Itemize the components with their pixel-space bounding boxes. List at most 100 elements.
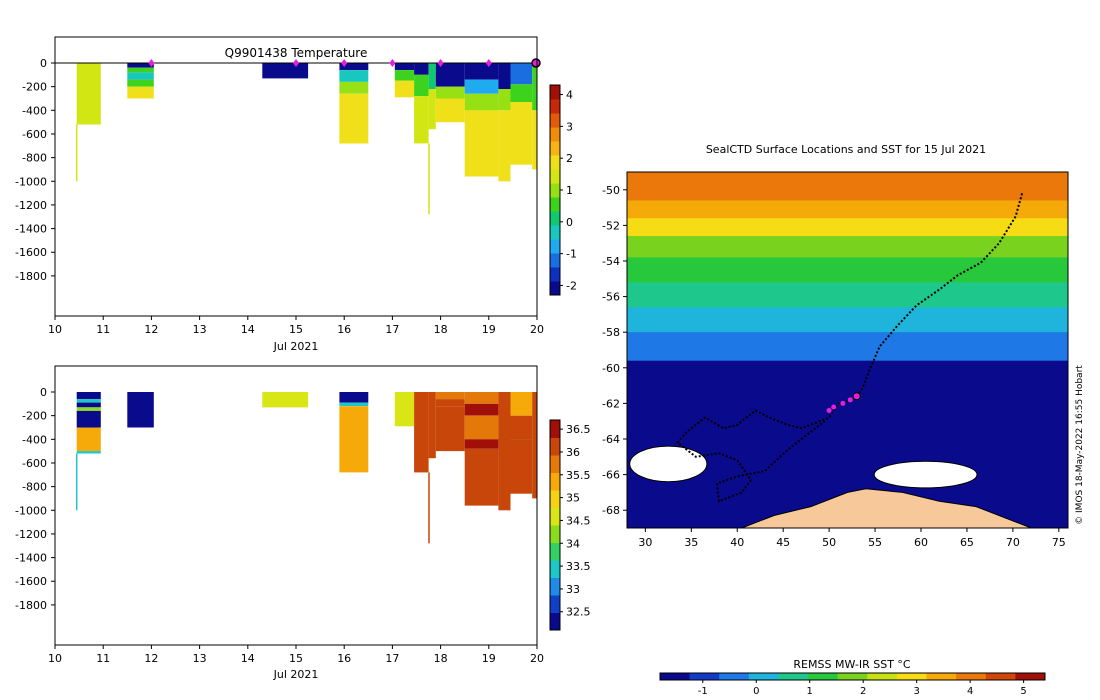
lat-tick-label-0: -50 [602,184,620,197]
profile-1-layer-2 [127,72,154,80]
sst-colorbar-segment-1 [689,673,720,680]
x-tick-label-8: 18 [434,323,448,336]
profile-11-layer-1 [532,110,537,170]
profile-7-layer-1 [435,86,465,99]
profile-11-layer-0 [532,63,537,111]
colorbar-segment-1 [550,595,560,613]
x-tick-label-1: 11 [96,652,110,665]
x-tick-label-3: 13 [193,323,207,336]
profile-1-layer-1 [127,67,154,73]
profile-7-layer-2 [435,98,465,123]
lat-tick-label-5: -60 [602,362,620,375]
profile-1-layer-0 [127,63,154,68]
profile-4-layer-0 [394,63,415,71]
colorbar-segment-5 [550,525,560,543]
profile-10-layer-1 [510,415,533,440]
colorbar-frame [549,419,561,631]
latitude-axis: -50 -52 -54 -56 -58 -60 -62 -64 -66 -68 [602,184,627,517]
profile-8-layer-1 [464,79,499,94]
profile-10-layer-1 [510,84,533,102]
surface-locations [826,392,861,413]
sst-colorbar-title: REMSS MW-IR SST °C [793,658,911,671]
colorbar-tick-label-1: 36 [566,446,580,459]
sst-colorbar-tick-label-3: 2 [860,686,866,697]
sst-band-0 [627,172,1068,201]
salinity-colorbar: 36.5 36 35.5 35 34.5 34 33.5 33 32.5 [549,419,591,631]
colorbar-segment-11 [550,127,560,142]
profile-2-layer-0 [262,63,309,79]
colorbar-segment-9 [550,455,560,473]
y-tick-label-3: -600 [22,128,47,141]
profile-10-layer-0 [510,392,533,416]
lat-tick-label-4: -58 [602,326,620,339]
colorbar-segment-1 [550,267,560,282]
profile-3-layer-0 [339,63,369,71]
temperature-profiles [75,63,537,215]
profile-5-layer-2 [414,96,429,144]
y-tick-label-2: -400 [22,104,47,117]
colorbar-segment-10 [550,141,560,156]
profile-10-layer-0 [510,63,533,85]
profile-0-layer-6 [76,451,101,454]
lat-tick-label-9: -68 [602,504,620,517]
sst-colorbar-segment-4 [778,673,809,680]
y-tick-label-0: 0 [40,386,47,399]
y-tick-label-1: -200 [22,410,47,423]
y-tick-label-7: -1400 [15,552,47,565]
profile-3-layer-2 [339,406,369,473]
profile-4-layer-0 [394,392,415,427]
profile-8-layer-2 [464,93,499,111]
colorbar-segment-8 [550,472,560,491]
sst-colorbar-segment-11 [985,673,1016,680]
colorbar-tick-label-0: 36.5 [566,423,591,436]
lon-tick-label-6: 60 [914,536,928,549]
profile-1-layer-3 [127,79,154,87]
profile-8-layer-2 [464,415,499,440]
lon-tick-label-2: 40 [730,536,744,549]
x-tick-label-2: 12 [144,652,158,665]
colorbar-segment-2 [550,577,560,596]
sst-map-panel: SealCTD Surface Locations and SST for 15… [602,143,1085,697]
x-tick-label-1: 11 [96,323,110,336]
colorbar-segment-10 [550,437,560,456]
lon-tick-label-4: 50 [822,536,836,549]
colorbar-tick-label-2: 35.5 [566,469,591,482]
sst-colorbar-tick-label-2: 1 [807,686,813,697]
profile-3-layer-3 [339,93,369,144]
profile-4-layer-2 [394,80,415,98]
sst-band-3 [627,236,1068,258]
colorbar-tick-label-1: 3 [566,120,573,133]
colorbar-tick-label-3: 1 [566,184,573,197]
profile-1-layer-4 [127,86,154,99]
sst-colorbar: -1 0 1 2 3 4 5 [659,672,1046,697]
y-tick-label-5: -1000 [15,175,47,188]
sst-colorbar-segment-8 [896,673,927,680]
lon-tick-label-0: 30 [638,536,652,549]
colorbar-segment-7 [550,490,560,508]
longitude-axis: 30 35 40 45 50 55 60 65 70 75 [638,528,1066,549]
salinity-panel: 0 -200 -400 -600 -800 -1000 -1200 -1400 -1600 -18… [15,365,591,681]
lat-tick-label-7: -64 [602,433,620,446]
x-tick-label-10: 20 [530,323,544,336]
colorbar-segment-4 [550,542,560,561]
x-tick-label-2: 12 [144,323,158,336]
profile-5-layer-0 [414,392,429,473]
profile-7-layer-1 [435,399,465,407]
profile-2-layer-0 [262,392,309,408]
profile-0-layer-1 [76,399,101,403]
surface-marker-2 [341,59,348,67]
x-tick-label-9: 19 [482,652,496,665]
colorbar-tick-label-2: 2 [566,152,573,165]
surface-location-3 [847,397,853,403]
temperature-panel-title: Q9901438 Temperature [225,46,368,60]
x-tick-label-7: 17 [385,652,399,665]
sst-colorbar-segment-12 [1015,673,1046,680]
sst-colorbar-segment-5 [808,673,839,680]
x-tick-label-8: 18 [434,652,448,665]
lon-tick-label-9: 75 [1052,536,1066,549]
colorbar-segment-13 [550,99,560,114]
colorbar-tick-label-4: 0 [566,216,573,229]
temperature-x-axis: 10 11 12 13 14 15 16 17 18 19 20 [48,316,544,336]
sst-colorbar-frame [659,672,1046,681]
x-tick-label-10: 20 [530,652,544,665]
